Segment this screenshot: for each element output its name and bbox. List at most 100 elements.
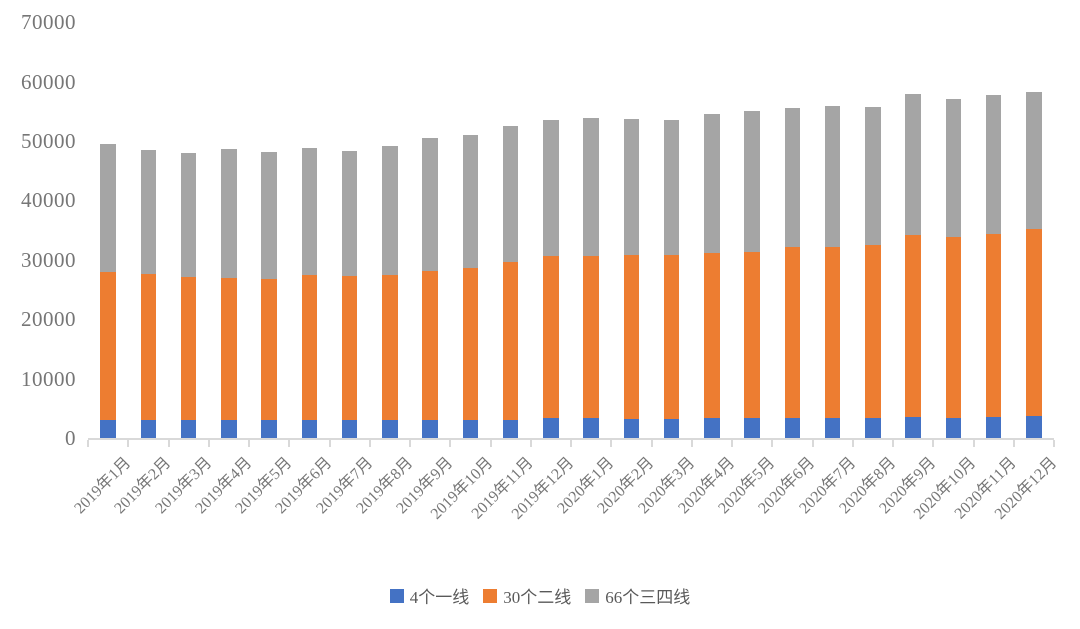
legend-swatch-icon (585, 588, 600, 603)
x-axis-tick (972, 440, 975, 447)
bar-2019年12月 (543, 119, 559, 438)
legend-label: 30个二线 (503, 588, 572, 607)
legend-label: 66个三四线 (605, 588, 691, 607)
bar-segment-66个三四线 (502, 125, 519, 262)
bar-2020年9月 (905, 94, 921, 438)
bar-segment-66个三四线 (824, 105, 841, 248)
bar-segment-4个一线 (1026, 416, 1042, 438)
x-axis-tick (248, 440, 250, 447)
bar-2019年10月 (462, 135, 479, 438)
bar-segment-30个二线 (301, 275, 318, 420)
bar-segment-4个一线 (945, 417, 962, 438)
bar-segment-4个一线 (784, 417, 801, 438)
bar-segment-30个二线 (623, 255, 640, 419)
bar-segment-4个一线 (221, 419, 237, 438)
bar-2019年7月 (341, 150, 358, 438)
bar-2020年10月 (945, 98, 962, 438)
x-axis-tick (731, 440, 733, 447)
bar-segment-4个一线 (623, 419, 640, 438)
x-axis-tick (409, 440, 411, 447)
x-axis-tick (368, 440, 371, 447)
bar-segment-66个三四线 (543, 119, 559, 256)
bar-segment-66个三四线 (663, 120, 680, 256)
bar-segment-30个二线 (744, 251, 760, 419)
x-axis-line (88, 438, 1054, 440)
bar-2020年6月 (784, 108, 801, 438)
bar-2020年3月 (663, 120, 680, 438)
y-axis-tick-label: 10000 (21, 366, 76, 391)
bar-2020年7月 (824, 105, 841, 438)
x-axis-tick (1053, 440, 1055, 447)
bar-segment-4个一线 (422, 420, 438, 438)
bar-segment-4个一线 (301, 419, 318, 438)
bar-segment-66个三四线 (905, 94, 921, 236)
bar-segment-66个三四线 (261, 151, 277, 280)
bar-segment-66个三四线 (623, 119, 640, 256)
y-axis-tick-label: 30000 (21, 247, 76, 272)
bar-segment-66个三四线 (221, 149, 237, 278)
x-axis-tick (892, 440, 894, 447)
bar-2019年9月 (422, 138, 438, 438)
bar-2020年2月 (623, 119, 640, 438)
legend-label: 4个一线 (409, 588, 470, 607)
x-axis-tick (87, 440, 89, 447)
x-axis-tick (1012, 440, 1015, 447)
legend: 4个一线 30个二线 66个三四线 (0, 583, 1080, 608)
bar-segment-4个一线 (341, 420, 358, 438)
bar-segment-30个二线 (382, 275, 398, 420)
bar-segment-30个二线 (100, 272, 116, 420)
bar-segment-4个一线 (744, 418, 760, 438)
bar-segment-30个二线 (341, 276, 358, 421)
x-axis-tick (127, 440, 130, 447)
bar-2020年11月 (985, 94, 1002, 438)
legend-item-30个二线: 30个二线 (483, 583, 571, 608)
x-axis-tick (167, 440, 170, 447)
bar-segment-4个一线 (100, 419, 116, 438)
bar-segment-66个三四线 (744, 111, 760, 252)
x-axis-tick (610, 440, 613, 447)
x-axis-tick (811, 440, 814, 447)
bar-segment-30个二线 (543, 255, 559, 419)
bar-segment-66个三四线 (985, 94, 1002, 234)
y-axis-tick-label: 40000 (21, 188, 76, 213)
bar-2020年1月 (583, 118, 599, 438)
x-axis-tick (529, 440, 532, 447)
bar-2019年6月 (301, 148, 318, 438)
x-axis-tick (851, 440, 854, 447)
bar-segment-4个一线 (502, 419, 519, 438)
bar-segment-4个一线 (704, 418, 720, 438)
bar-segment-30个二线 (704, 252, 720, 419)
y-axis-tick-label: 0 (65, 426, 76, 450)
bar-2020年4月 (704, 113, 720, 438)
bar-segment-4个一线 (382, 419, 398, 438)
bar-segment-30个二线 (502, 261, 519, 420)
x-axis-tick (650, 440, 653, 447)
y-axis-tick-label: 70000 (21, 10, 76, 35)
bar-segment-30个二线 (784, 247, 801, 418)
bar-2020年8月 (865, 106, 881, 438)
bar-2019年2月 (140, 149, 157, 438)
bar-segment-66个三四线 (865, 106, 881, 245)
bar-segment-30个二线 (422, 271, 438, 421)
x-axis-tick (449, 440, 452, 447)
bar-segment-30个二线 (905, 235, 921, 418)
x-axis-tick (489, 440, 492, 447)
y-axis-tick-label: 20000 (21, 307, 76, 332)
bar-segment-4个一线 (583, 418, 599, 438)
bar-segment-66个三四线 (583, 118, 599, 257)
bar-2019年3月 (180, 152, 197, 438)
x-axis-tick (690, 440, 693, 447)
bar-segment-30个二线 (140, 274, 157, 420)
y-axis-tick-label: 60000 (21, 69, 76, 94)
bar-segment-30个二线 (180, 277, 197, 420)
x-axis-tick (570, 440, 572, 447)
bar-2019年8月 (382, 146, 398, 438)
bar-segment-4个一线 (543, 418, 559, 438)
bar-segment-30个二线 (865, 244, 881, 419)
bar-segment-4个一线 (905, 417, 921, 438)
bar-segment-4个一线 (180, 419, 197, 438)
y-axis-tick-label: 50000 (21, 129, 76, 153)
x-axis-tick (207, 440, 210, 447)
bar-2019年5月 (261, 151, 277, 438)
